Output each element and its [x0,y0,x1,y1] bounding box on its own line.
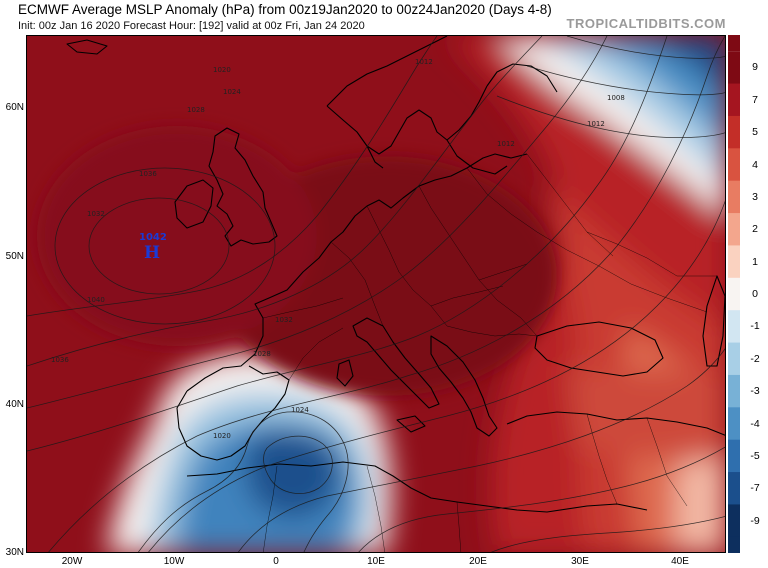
isobar-label: 1028 [187,106,205,114]
colorbar-swatch [728,148,740,182]
isobar-label: 1036 [51,356,69,364]
colorbar-tick-label: -1 [750,320,760,333]
lon-label: 20W [61,556,83,567]
lon-label: 30E [571,556,589,567]
colorbar-tick-label: -9 [750,514,760,527]
colorbar-swatch [728,310,740,344]
lon-label: 40E [671,556,689,567]
isobar-label: 1028 [253,350,271,358]
colorbar-swatch [728,407,740,441]
colorbar-tick-label: 5 [752,126,758,139]
high-pressure-marker: H [144,243,160,263]
isobar-label: 1024 [291,406,309,414]
map-panel: 1020 1024 1028 1032 1036 1040 1036 1032 … [26,35,726,553]
colorbar-tick-label: 9 [752,61,758,74]
colorbar-tick-label: 3 [752,190,758,203]
isobar-label: 1008 [607,94,625,102]
colorbar-tick-label: 7 [752,93,758,106]
brand-watermark: TROPICALTIDBITS.COM [566,16,726,31]
colorbar-swatch [728,115,740,149]
colorbar-cap [728,35,740,52]
colorbar-tick-label: 1 [752,255,758,268]
colorbar-tick-label: -7 [750,482,760,495]
map-subtitle: Init: 00z Jan 16 2020 Forecast Hour: [19… [18,20,365,32]
isobar-label: 1020 [213,432,231,440]
colorbar-tick-label: -4 [750,417,760,430]
colorbar-swatch [728,51,740,85]
colorbar-swatch [728,374,740,408]
colorbar-swatch [728,342,740,376]
lon-label: 10E [367,556,385,567]
lat-label: 60N [5,102,24,113]
colorbar-swatch [728,472,740,505]
isobar-label: 1012 [497,140,515,148]
isobar-label: 1012 [415,58,433,66]
colorbar-tick-label: 2 [752,223,758,236]
country-borders [262,153,717,552]
colorbar-tick-label: -5 [750,449,760,462]
anomaly-shading [27,36,725,552]
lat-label: 40N [5,399,24,410]
lon-label: 0 [273,556,279,567]
colorbar-swatch [728,504,740,538]
coastlines [66,36,725,513]
colorbar-swatch [728,83,740,117]
colorbar-tick-label: -2 [750,352,760,365]
isobar-label: 1032 [87,210,105,218]
isobar-label: 1012 [587,120,605,128]
isobar-label: 1020 [213,66,231,74]
anomaly-map: 1020 1024 1028 1032 1036 1040 1036 1032 … [27,36,725,552]
colorbar-swatch [728,213,740,246]
colorbar-tick-label: 0 [752,288,758,300]
colorbar-swatch [728,180,740,214]
colorbar-swatch [728,439,740,473]
colorbar-tick-label: 4 [752,158,758,171]
high-pressure-value: 1042 [139,232,167,243]
isobar-label: 1024 [223,88,241,96]
isobar-label: 1036 [139,170,157,178]
isobar-labels: 1020 1024 1028 1032 1036 1040 1036 1032 … [51,58,625,440]
anomaly-colorbar [728,35,740,553]
lon-label: 20E [469,556,487,567]
isobars [27,36,725,552]
map-title: ECMWF Average MSLP Anomaly (hPa) from 00… [18,2,552,17]
colorbar-cap [728,536,740,553]
lat-label: 50N [5,251,24,262]
isobar-label: 1040 [87,296,105,304]
colorbar-tick-label: -3 [750,385,760,398]
lon-label: 10W [163,556,185,567]
high-pressure-center: 1042 H [139,232,167,263]
isobar-label: 1032 [275,316,293,324]
colorbar-swatch [728,245,740,279]
colorbar-swatch [728,277,740,311]
lat-label: 30N [5,547,24,558]
